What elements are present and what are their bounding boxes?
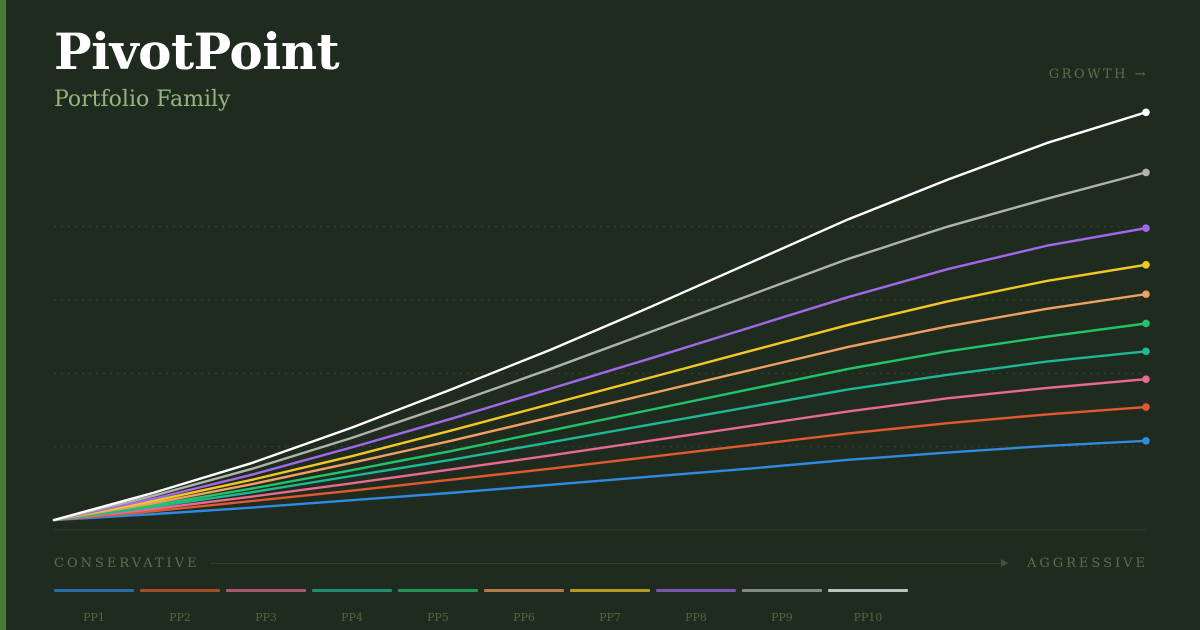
series-endpoint-pp4 bbox=[1142, 347, 1150, 356]
series-line-pp6 bbox=[52, 292, 1148, 522]
series-line-pp7 bbox=[52, 263, 1148, 522]
legend-label: PP10 bbox=[853, 611, 883, 624]
legend-label: PP4 bbox=[341, 611, 363, 624]
series-endpoint-pp1 bbox=[1142, 437, 1150, 445]
legend-item-pp3: PP3 bbox=[226, 589, 306, 624]
arrow-right-icon bbox=[1001, 559, 1008, 567]
series-endpoint-pp6 bbox=[1142, 290, 1150, 298]
chart-grid bbox=[54, 226, 1146, 448]
accent-bar bbox=[0, 0, 6, 630]
axis-line bbox=[210, 563, 1008, 564]
page-subtitle: Portfolio Family bbox=[54, 87, 231, 112]
legend-swatch bbox=[484, 589, 564, 592]
legend-swatch bbox=[140, 589, 220, 592]
legend-label: PP6 bbox=[513, 611, 535, 624]
axis-label-conservative: CONSERVATIVE bbox=[54, 556, 200, 571]
chart-legend: PP1 PP2 PP3 PP4 PP5 PP6 PP7 PP8 PP9 PP10 bbox=[54, 589, 908, 624]
legend-label: PP3 bbox=[255, 611, 277, 624]
legend-swatch bbox=[742, 589, 822, 592]
legend-swatch bbox=[398, 589, 478, 592]
legend-label: PP8 bbox=[685, 611, 707, 624]
legend-item-pp10: PP10 bbox=[828, 589, 908, 624]
legend-label: PP7 bbox=[599, 611, 621, 624]
series-endpoint-pp8 bbox=[1142, 224, 1150, 232]
legend-swatch bbox=[54, 589, 134, 592]
series-endpoint-pp9 bbox=[1142, 168, 1150, 177]
page-title: PivotPoint bbox=[54, 22, 340, 81]
legend-swatch bbox=[312, 589, 392, 592]
series-lines bbox=[52, 111, 1148, 522]
legend-swatch bbox=[570, 589, 650, 592]
legend-swatch bbox=[656, 589, 736, 592]
legend-label: PP9 bbox=[771, 611, 793, 624]
series-line-pp2 bbox=[52, 405, 1148, 522]
series-endpoints bbox=[1142, 108, 1150, 445]
growth-axis-label: GROWTH → bbox=[1048, 67, 1148, 82]
series-line-pp10 bbox=[52, 111, 1148, 522]
legend-item-pp6: PP6 bbox=[484, 589, 564, 624]
series-line-pp8 bbox=[52, 226, 1148, 522]
legend-item-pp7: PP7 bbox=[570, 589, 650, 624]
legend-item-pp2: PP2 bbox=[140, 589, 220, 624]
legend-swatch bbox=[226, 589, 306, 592]
legend-item-pp1: PP1 bbox=[54, 589, 134, 624]
legend-item-pp4: PP4 bbox=[312, 589, 392, 624]
series-endpoint-pp2 bbox=[1142, 403, 1150, 411]
legend-item-pp8: PP8 bbox=[656, 589, 736, 624]
legend-item-pp9: PP9 bbox=[742, 589, 822, 624]
series-line-pp9 bbox=[52, 171, 1148, 522]
legend-label: PP5 bbox=[427, 611, 449, 624]
risk-axis: CONSERVATIVE AGGRESSIVE bbox=[54, 556, 1148, 576]
series-endpoint-pp10 bbox=[1142, 108, 1150, 117]
legend-item-pp5: PP5 bbox=[398, 589, 478, 624]
series-line-pp1 bbox=[52, 439, 1148, 522]
series-line-pp5 bbox=[52, 322, 1148, 522]
axis-label-aggressive: AGGRESSIVE bbox=[1026, 556, 1148, 571]
series-endpoint-pp7 bbox=[1142, 261, 1150, 269]
series-endpoint-pp5 bbox=[1142, 319, 1150, 328]
legend-label: PP1 bbox=[83, 611, 105, 624]
series-endpoint-pp3 bbox=[1142, 375, 1150, 384]
legend-swatch bbox=[828, 589, 908, 592]
series-line-pp3 bbox=[52, 378, 1148, 522]
legend-label: PP2 bbox=[169, 611, 191, 624]
series-line-pp4 bbox=[52, 350, 1148, 522]
